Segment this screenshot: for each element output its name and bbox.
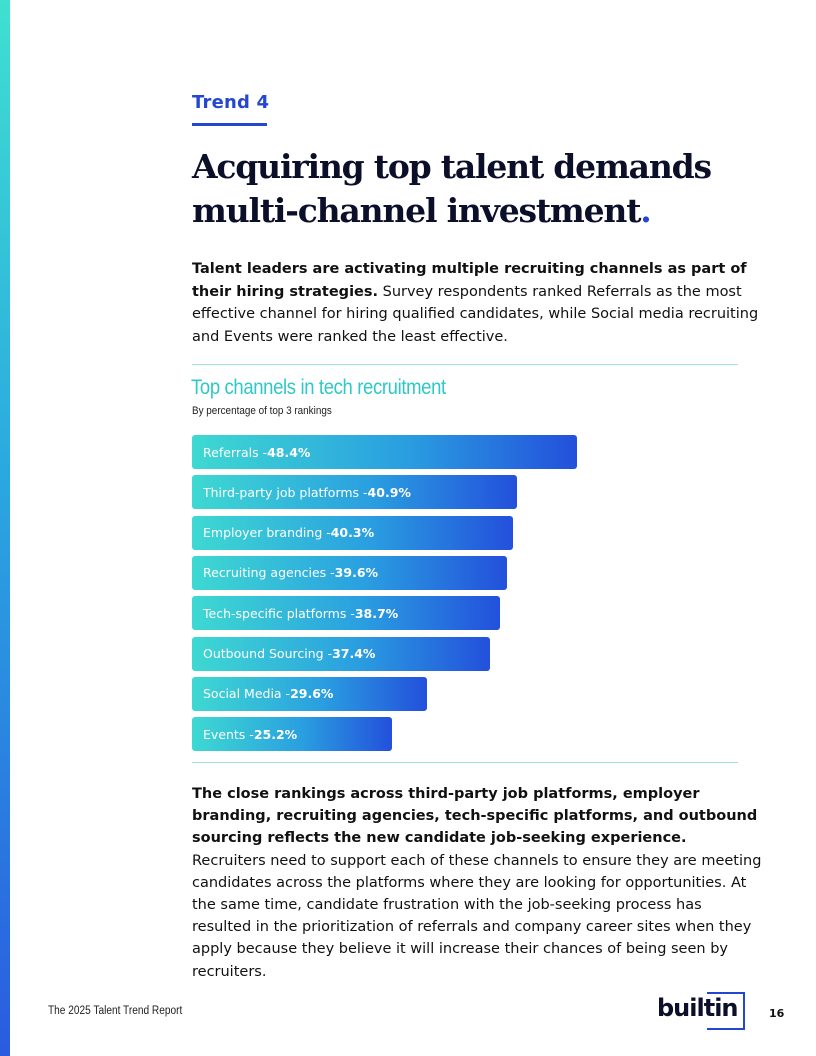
bar-chart: Referrals - 48.4% Third-party job platfor… [192, 435, 752, 755]
logo-frame [707, 992, 745, 1030]
body-paragraph: The close rankings across third-party jo… [192, 783, 762, 983]
bar-value-label: 48.4% [267, 444, 311, 460]
bar-value-label: 37.4% [332, 646, 376, 661]
bar-value-label: 38.7% [354, 605, 399, 621]
page-number: 16 [769, 1007, 785, 1020]
bar-label: Outbound Sourcing - [203, 646, 333, 661]
bar-label: Employer branding - [203, 525, 331, 541]
body-text: Recruiters need to support each of these… [192, 852, 762, 980]
bar-label: Social Media - [203, 686, 291, 702]
bar-value-label: 40.3% [330, 525, 375, 541]
bar-label: Tech-specific platforms - [203, 605, 355, 621]
footer-report-title: The 2025 Talent Trend Report [48, 1005, 183, 1017]
chart-title: Top channels in tech recruitment [191, 376, 446, 399]
bar-events: Events - 25.2% [192, 717, 393, 752]
intro-text: Survey respondents ranked Referrals as t… [192, 283, 759, 345]
bar-value-label: 40.9% [367, 484, 411, 500]
bar-recruiting-agencies: Recruiting agencies - 39.6% [192, 555, 507, 590]
chart-subtitle: By percentage of top 3 rankings [192, 405, 332, 417]
bar-outbound-sourcing: Outbound Sourcing - 37.4% [192, 636, 490, 671]
bar-label: Recruiting agencies - [203, 565, 335, 581]
bar-label: Referrals - [203, 444, 268, 460]
page-headline: Acquiring top talent demands multi-chann… [192, 145, 752, 233]
builtin-logo: builtin [657, 992, 749, 1032]
bar-social-media: Social Media - 29.6% [192, 676, 428, 711]
bar-referrals: Referrals - 48.4% [192, 435, 577, 469]
bar-label: Third-party job platforms - [203, 484, 368, 500]
bar-third-party-job-platforms: Third-party job platforms - 40.9% [192, 475, 518, 510]
bar-label: Events - [203, 726, 254, 742]
headline-line-2: multi-channel investment [192, 191, 641, 230]
bar-value-label: 25.2% [253, 726, 298, 742]
logo-text: builtin [657, 994, 739, 1022]
bar-value-label: 29.6% [290, 686, 334, 702]
bar-employer-branding: Employer branding - 40.3% [192, 515, 513, 550]
trend-label: Trend 4 [192, 92, 270, 113]
divider-top [192, 364, 738, 365]
trend-underline [192, 123, 267, 126]
bar-tech-specific-platforms: Tech-specific platforms - 38.7% [192, 596, 500, 631]
bar-value-label: 39.6% [334, 565, 379, 581]
body-bold: The close rankings across third-party jo… [192, 786, 758, 847]
intro-paragraph: Talent leaders are activating multiple r… [192, 258, 762, 348]
left-accent-stripe [0, 0, 10, 1056]
divider-bottom [192, 762, 738, 763]
intro-bold: Talent leaders are activating multiple r… [192, 261, 747, 300]
headline-dot: . [640, 191, 652, 230]
headline-line-1: Acquiring top talent demands [192, 147, 712, 186]
